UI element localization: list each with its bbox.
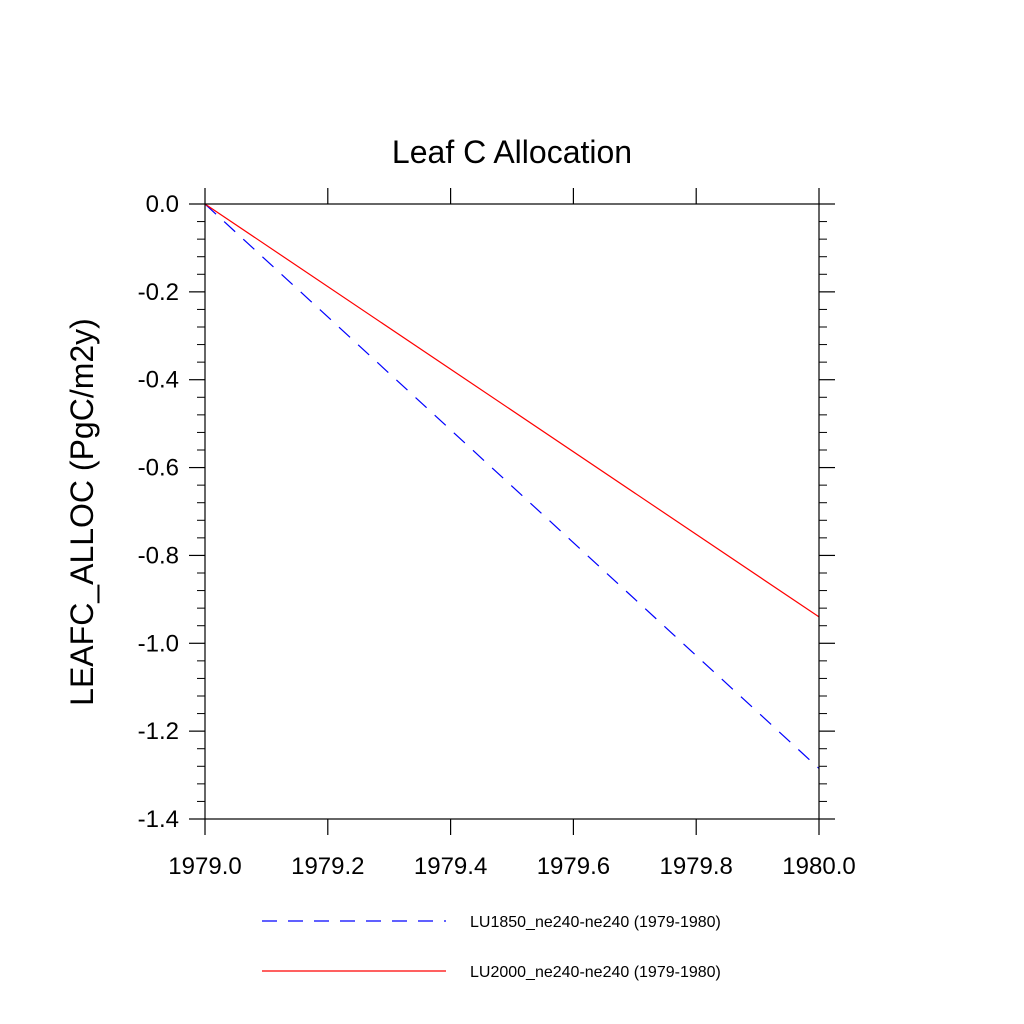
plot-frame — [204, 203, 820, 820]
y-tick-label: -1.2 — [138, 718, 179, 745]
x-tick-label: 1979.8 — [659, 853, 732, 880]
y-tick-label: -0.6 — [138, 455, 179, 482]
chart-title: Leaf C Allocation — [392, 134, 632, 170]
y-tick-label: -1.0 — [138, 630, 179, 657]
series-line-1 — [204, 203, 820, 769]
x-tick-label: 1979.2 — [291, 853, 364, 880]
legend-label-2: LU2000_ne240-ne240 (1979-1980) — [470, 964, 721, 981]
y-axis-label: LEAFC_ALLOC (PgC/m2y) — [64, 318, 100, 706]
y-tick-label: 0.0 — [146, 191, 179, 218]
x-tick-label: 1979.6 — [537, 853, 610, 880]
x-tick-labels: 1979.0 1979.2 1979.4 1979.6 1979.8 1980.0 — [168, 853, 855, 880]
x-tick-label: 1979.4 — [414, 853, 487, 880]
y-tick-labels: 0.0 -0.2 -0.4 -0.6 -0.8 -1.0 -1.2 -1.4 — [138, 191, 179, 833]
y-tick-label: -0.8 — [138, 542, 179, 569]
y-tick-label: -0.2 — [138, 279, 179, 306]
x-tick-label: 1979.0 — [168, 853, 241, 880]
series-line-2 — [204, 203, 820, 618]
y-tick-label: -1.4 — [138, 806, 179, 833]
legend: LU1850_ne240-ne240 (1979-1980) LU2000_ne2… — [262, 914, 721, 981]
legend-label-1: LU1850_ne240-ne240 (1979-1980) — [470, 914, 721, 931]
plot-lines — [204, 203, 820, 769]
x-tick-label: 1980.0 — [782, 853, 855, 880]
axis-ticks — [189, 188, 835, 835]
y-tick-label: -0.4 — [138, 367, 179, 394]
